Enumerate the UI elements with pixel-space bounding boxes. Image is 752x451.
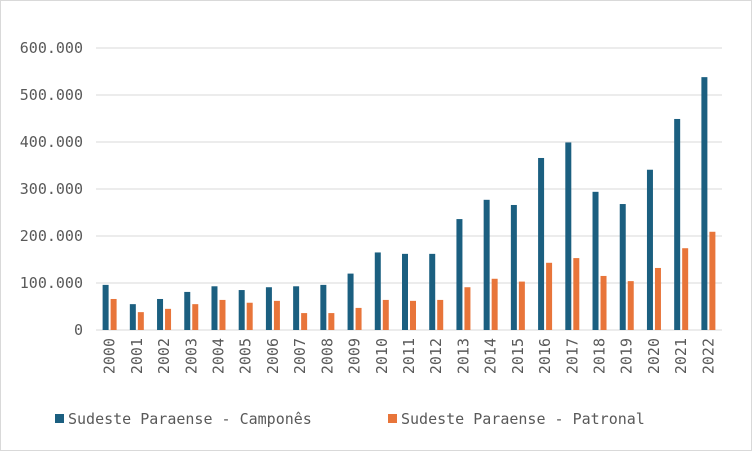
x-tick-label: 2019 — [618, 338, 636, 374]
x-tick-label: 2020 — [645, 338, 663, 374]
y-tick-label: 500.000 — [20, 86, 83, 104]
bar-patronal — [355, 307, 362, 330]
bar-patronal — [437, 299, 444, 330]
x-tick-label: 2009 — [346, 338, 364, 374]
bar-patronal — [192, 304, 199, 330]
bar-patronal — [518, 281, 525, 330]
bar-campones — [184, 291, 191, 330]
bar-campones — [456, 219, 463, 330]
bar-campones — [701, 77, 708, 330]
bar-patronal — [491, 278, 498, 330]
bar-campones — [293, 286, 300, 330]
x-tick-label: 2010 — [373, 338, 391, 374]
bar-patronal — [410, 300, 416, 330]
bar-campones — [238, 290, 245, 330]
bar-campones — [538, 157, 545, 330]
x-tick-label: 2000 — [101, 338, 119, 374]
x-tick-label: 2015 — [509, 338, 527, 374]
x-tick-label: 2007 — [291, 338, 309, 374]
y-tick-label: 0 — [74, 321, 83, 339]
x-tick-label: 2013 — [454, 338, 472, 374]
bar-patronal — [219, 299, 226, 330]
y-tick-label: 300.000 — [20, 180, 83, 198]
x-tick-label: 2001 — [128, 338, 146, 374]
x-tick-label: 2018 — [591, 338, 609, 374]
bar-patronal — [709, 231, 716, 330]
x-tick-label: 2016 — [536, 338, 554, 374]
bar-campones — [374, 252, 381, 330]
bar-campones — [483, 199, 490, 330]
y-tick-label: 600.000 — [20, 39, 83, 57]
bar-campones — [619, 204, 626, 330]
x-tick-label: 2022 — [699, 338, 717, 374]
y-tick-label: 400.000 — [20, 133, 83, 151]
bar-patronal — [464, 287, 471, 330]
bar-campones — [211, 286, 218, 330]
legend-label: Sudeste Paraense - Patronal — [401, 410, 645, 428]
y-tick-label: 200.000 — [20, 227, 83, 245]
bar-patronal — [682, 248, 689, 330]
bar-patronal — [328, 313, 335, 330]
bar-patronal — [546, 262, 553, 330]
x-tick-label: 2005 — [237, 338, 255, 374]
x-tick-label: 2006 — [264, 338, 282, 374]
x-tick-label: 2004 — [209, 338, 227, 374]
bar-campones — [347, 273, 354, 330]
bar-patronal — [301, 313, 308, 330]
x-tick-label: 2002 — [155, 338, 173, 374]
bar-campones — [129, 304, 136, 330]
bar-patronal — [382, 299, 389, 330]
bar-campones — [674, 118, 681, 330]
bar-patronal — [573, 258, 580, 330]
legend-label: Sudeste Paraense - Camponês — [68, 410, 312, 428]
bar-patronal — [137, 312, 144, 330]
bar-campones — [320, 284, 327, 330]
legend-swatch — [388, 414, 397, 423]
bar-campones — [429, 253, 436, 330]
bar-campones — [565, 142, 572, 330]
bar-campones — [510, 204, 517, 330]
x-tick-label: 2003 — [182, 338, 200, 374]
x-tick-label: 2008 — [318, 338, 336, 374]
legend-swatch — [55, 414, 64, 423]
bar-campones — [592, 191, 599, 330]
bar-campones — [102, 284, 109, 330]
y-tick-label: 100.000 — [20, 274, 83, 292]
x-tick-label: 2014 — [482, 338, 500, 374]
bar-campones — [646, 169, 653, 330]
bar-patronal — [246, 302, 253, 330]
x-tick-label: 2012 — [427, 338, 445, 374]
x-tick-label: 2021 — [672, 338, 690, 374]
x-tick-label: 2011 — [400, 338, 418, 374]
bar-patronal — [110, 298, 117, 330]
bar-campones — [157, 298, 164, 330]
bar-patronal — [627, 281, 634, 330]
bar-campones — [265, 287, 272, 330]
bar-patronal — [654, 267, 661, 330]
bar-patronal — [165, 308, 172, 330]
bar-patronal — [600, 275, 607, 330]
bar-patronal — [273, 300, 280, 330]
x-tick-label: 2017 — [563, 338, 581, 374]
bar-campones — [402, 253, 408, 330]
